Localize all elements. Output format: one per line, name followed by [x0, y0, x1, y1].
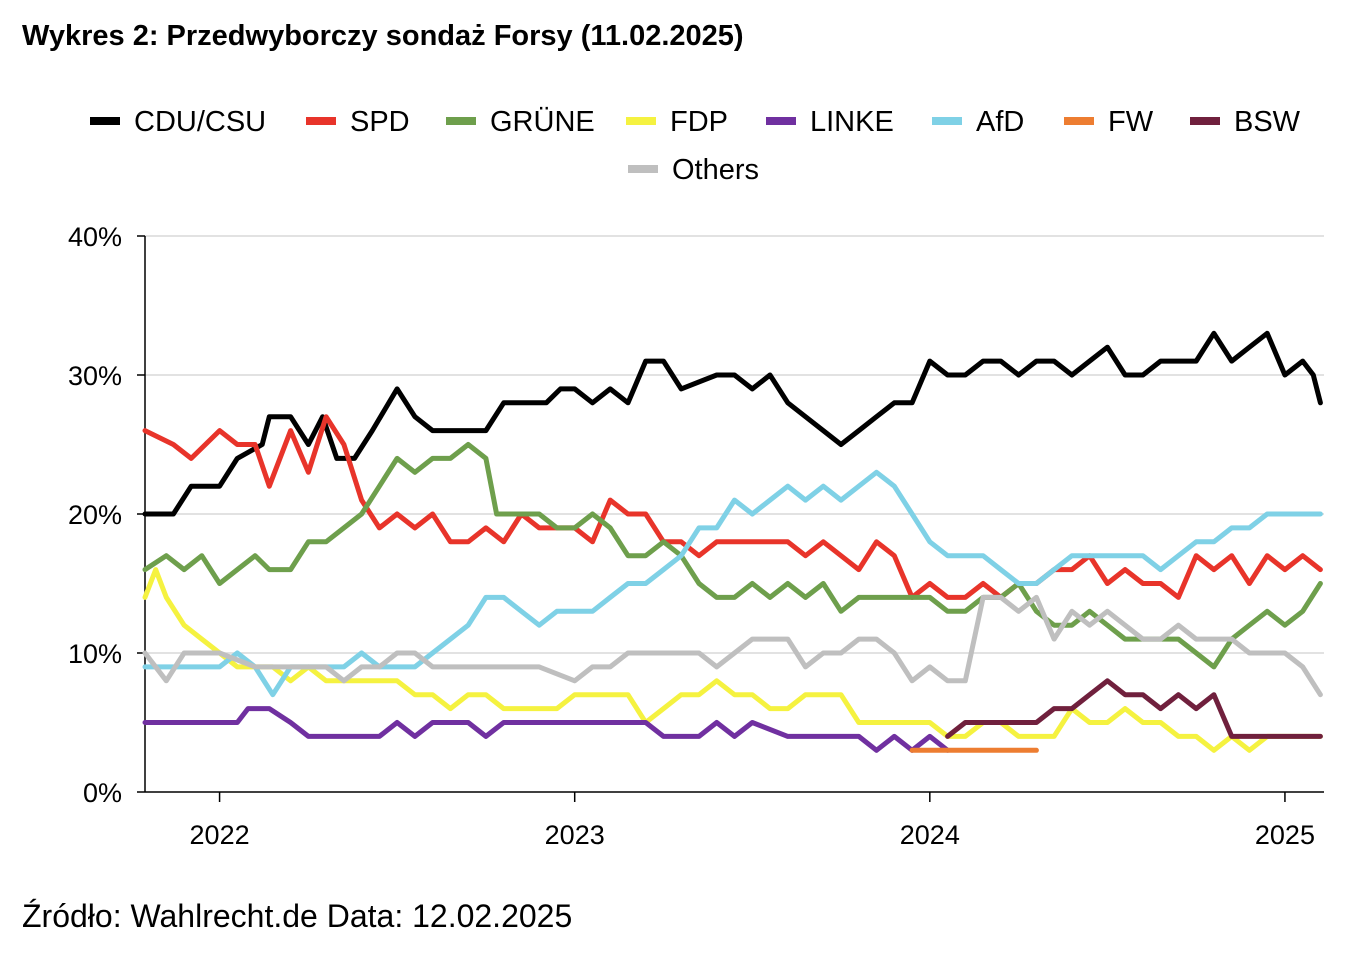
- y-tick-label: 0%: [83, 778, 122, 808]
- legend-swatch: [306, 117, 336, 125]
- x-tick-label: 2022: [190, 820, 250, 850]
- y-tick-label: 10%: [68, 639, 122, 669]
- series-line-gr-ne: [142, 442, 1323, 670]
- grid: [145, 235, 1324, 654]
- x-tick-label: 2024: [900, 820, 960, 850]
- x-tick-label: 2025: [1255, 820, 1315, 850]
- series-lines: [142, 330, 1323, 753]
- legend-swatch: [628, 165, 658, 173]
- series-line-bsw: [945, 678, 1323, 739]
- legend-swatch: [1064, 117, 1094, 125]
- y-tick-label: 20%: [68, 500, 122, 530]
- axes: [137, 235, 1324, 802]
- legend-label: FW: [1108, 106, 1154, 138]
- legend-swatch: [626, 117, 656, 125]
- series-line-afd: [142, 469, 1323, 698]
- series-line-linke: [142, 706, 951, 753]
- series-line-others: [142, 594, 1323, 698]
- series-line-cdu-csu: [142, 330, 1323, 517]
- chart-title: Wykres 2: Przedwyborczy sondaż Forsy (11…: [22, 20, 744, 52]
- legend-label: BSW: [1234, 106, 1301, 138]
- legend-label: AfD: [976, 106, 1024, 138]
- legend-swatch: [932, 117, 962, 125]
- legend-label: Others: [672, 154, 759, 186]
- tick-labels: 0% 10% 20% 30% 40% 2022 2023 2024 2025: [68, 222, 1315, 850]
- y-tick-label: 30%: [68, 361, 122, 391]
- legend: CDU/CSU SPD GRÜNE FDP LINKE AfD FW BSW Others: [90, 106, 1301, 186]
- legend-label: FDP: [670, 106, 728, 138]
- legend-swatch: [90, 117, 120, 125]
- source-note: Źródło: Wahlrecht.de Data: 12.02.2025: [22, 898, 573, 934]
- legend-label: SPD: [350, 106, 410, 138]
- y-tick-label: 40%: [68, 222, 122, 252]
- legend-swatch: [1190, 117, 1220, 125]
- legend-swatch: [766, 117, 796, 125]
- legend-label: GRÜNE: [490, 106, 595, 138]
- legend-label: LINKE: [810, 106, 894, 138]
- legend-swatch: [446, 117, 476, 125]
- x-tick-label: 2023: [545, 820, 605, 850]
- legend-label: CDU/CSU: [134, 106, 266, 138]
- series-line-spd: [142, 414, 1323, 600]
- series-line-fdp: [142, 567, 1323, 753]
